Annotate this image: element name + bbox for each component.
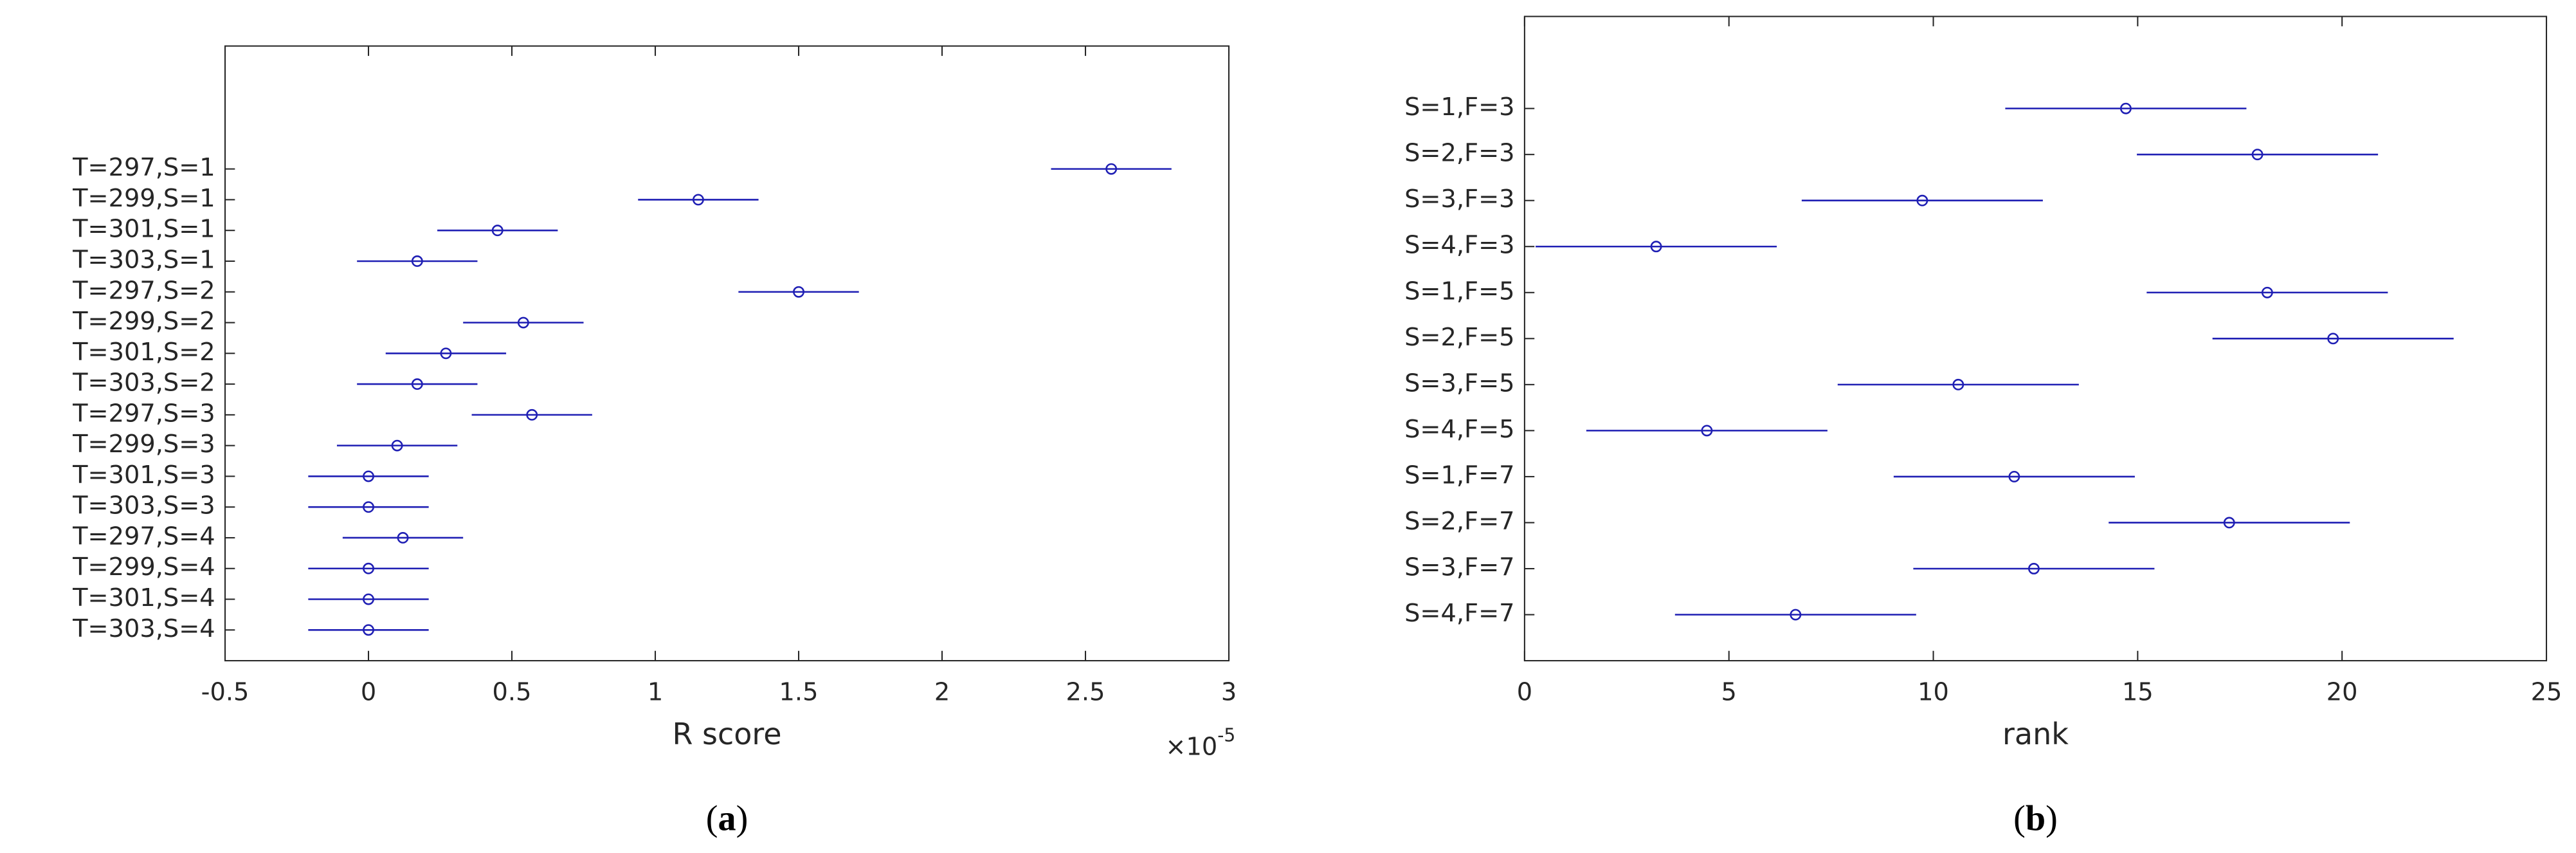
point — [363, 501, 374, 513]
point — [526, 408, 538, 421]
point — [491, 225, 503, 237]
y-tick-label: T=303,S=4 — [72, 614, 215, 643]
x-tick-label: -0.5 — [201, 678, 249, 707]
point — [397, 532, 409, 544]
point — [2223, 517, 2235, 529]
point — [363, 562, 374, 574]
y-tick-label: S=2,F=3 — [1404, 139, 1515, 168]
y-tick-label: S=2,F=5 — [1404, 323, 1515, 352]
axis-exponent: ×10-5 — [1165, 725, 1235, 761]
y-tick-label: T=297,S=4 — [72, 522, 215, 551]
exponent: -5 — [1217, 725, 1235, 746]
y-tick-label: T=297,S=3 — [72, 399, 215, 428]
x-tick-label: 0.5 — [493, 678, 532, 707]
y-tick-label: T=299,S=4 — [72, 553, 215, 582]
point — [391, 439, 403, 452]
point — [1952, 378, 1964, 390]
point — [363, 624, 374, 636]
y-tick-label: S=3,F=3 — [1404, 185, 1515, 214]
y-tick-label: T=301,S=3 — [72, 461, 215, 490]
panel-label: (a) — [706, 798, 748, 838]
point — [793, 286, 804, 298]
point — [1790, 609, 1802, 621]
x-tick-label: 2 — [934, 678, 950, 707]
y-tick-label: S=1,F=7 — [1404, 461, 1515, 490]
point — [2327, 333, 2339, 345]
point — [363, 593, 374, 605]
y-tick-label: S=1,F=3 — [1404, 93, 1515, 122]
point — [692, 194, 704, 206]
point — [1105, 163, 1118, 175]
x-tick-label: 2.5 — [1066, 678, 1105, 707]
y-tick-label: S=4,F=3 — [1404, 231, 1515, 260]
letter: a — [718, 798, 736, 838]
point — [2251, 149, 2263, 161]
paren: ) — [2045, 798, 2058, 838]
point — [2027, 563, 2040, 574]
point — [411, 378, 423, 390]
y-tick-label: S=4,F=7 — [1404, 599, 1515, 628]
point — [2119, 102, 2132, 115]
x-tick-label: 0 — [361, 678, 376, 707]
y-tick-label: S=4,F=5 — [1404, 415, 1515, 444]
x-tick-label: 1.5 — [779, 678, 819, 707]
axis-label: rank — [2002, 717, 2069, 751]
x-tick-label: 15 — [2122, 678, 2154, 707]
point — [363, 470, 374, 482]
y-tick-label: T=297,S=1 — [72, 153, 215, 182]
x-tick-label: 1 — [648, 678, 663, 707]
x-tick-label: 3 — [1221, 678, 1237, 707]
point — [411, 255, 423, 267]
y-tick-label: S=2,F=7 — [1404, 507, 1515, 536]
y-tick-label: T=299,S=3 — [72, 430, 215, 459]
y-tick-label: S=1,F=5 — [1404, 277, 1515, 306]
point — [2261, 286, 2273, 298]
point — [517, 316, 529, 329]
y-tick-label: T=303,S=2 — [72, 369, 215, 398]
y-tick-label: T=301,S=4 — [72, 583, 215, 612]
y-tick-label: T=303,S=1 — [72, 245, 215, 274]
x-tick-label: 5 — [1721, 678, 1737, 707]
axis-label: R score — [672, 717, 781, 751]
point — [2008, 470, 2020, 482]
y-tick-label: T=303,S=3 — [72, 491, 215, 520]
x-tick-label: 25 — [2531, 678, 2562, 707]
x-tick-label: 10 — [1918, 678, 1949, 707]
y-tick-label: S=3,F=5 — [1404, 369, 1515, 398]
y-tick-label: T=301,S=2 — [72, 338, 215, 367]
point — [1701, 425, 1713, 437]
y-tick-label: T=299,S=1 — [72, 184, 215, 213]
point — [1916, 194, 1928, 206]
y-tick-label: T=299,S=2 — [72, 307, 215, 336]
point — [1650, 241, 1662, 253]
x-tick-label: 20 — [2327, 678, 2358, 707]
paren: ( — [706, 798, 718, 838]
exponent-base: ×10 — [1165, 732, 1217, 761]
letter: b — [2026, 798, 2045, 838]
panel-label: (b) — [2013, 798, 2058, 838]
x-tick-label: 0 — [1517, 678, 1532, 707]
paren: ) — [736, 798, 748, 838]
paren: ( — [2013, 798, 2026, 838]
y-tick-label: S=3,F=7 — [1404, 553, 1515, 582]
y-tick-label: T=301,S=1 — [72, 215, 215, 244]
point — [440, 347, 452, 360]
y-tick-label: T=297,S=2 — [72, 276, 215, 305]
